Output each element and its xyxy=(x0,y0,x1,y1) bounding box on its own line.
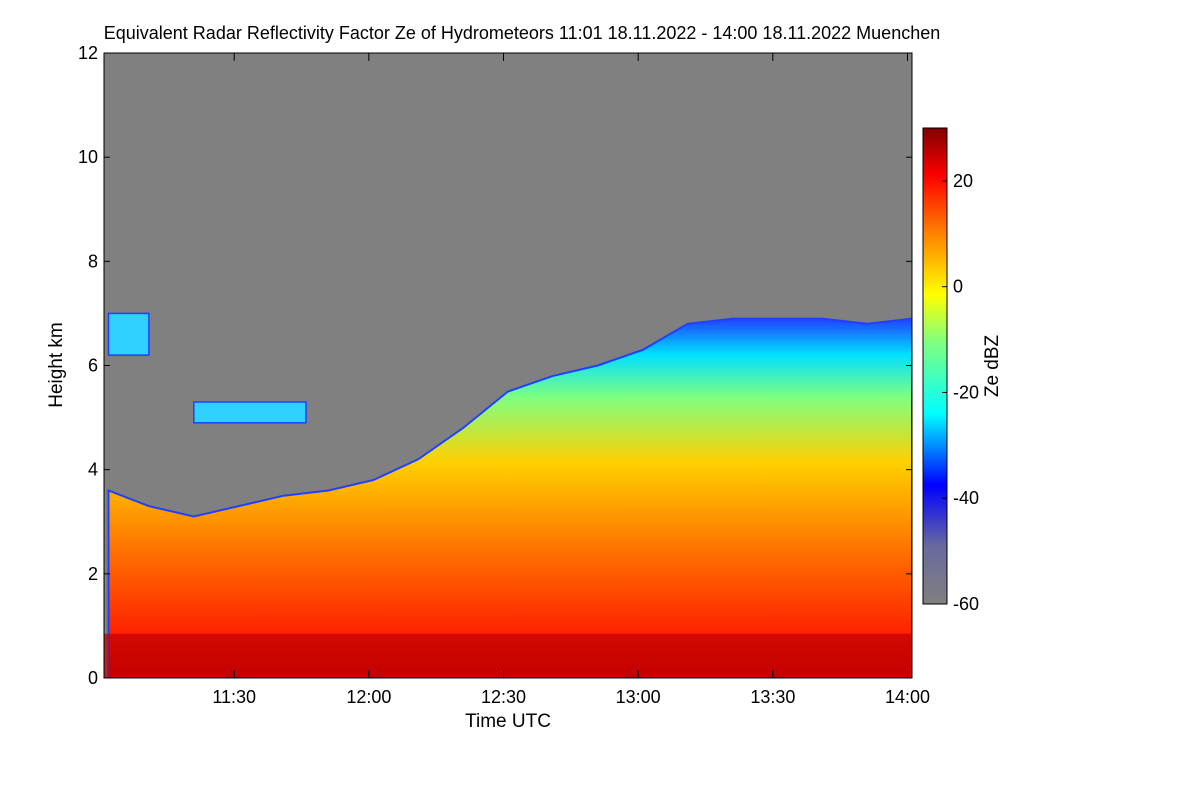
colorbar-label: Ze dBZ xyxy=(982,334,1003,397)
colorbar-tick-label: -40 xyxy=(953,488,979,508)
x-axis: 11:30 12:00 12:30 13:00 13:30 14:00 xyxy=(212,53,930,707)
y-tick-label: 0 xyxy=(88,668,98,688)
y-tick-label: 4 xyxy=(88,460,98,480)
colorbar-tick-label: 0 xyxy=(953,277,963,297)
x-tick-label: 13:00 xyxy=(616,687,661,707)
echo-region xyxy=(107,317,912,678)
x-tick-label: 12:00 xyxy=(346,687,391,707)
chart-title: Equivalent Radar Reflectivity Factor Ze … xyxy=(104,23,941,43)
x-tick-label: 12:30 xyxy=(481,687,526,707)
y-tick-label: 2 xyxy=(88,564,98,584)
y-axis-label: Height km xyxy=(46,322,67,408)
colorbar-tick-label: 20 xyxy=(953,171,973,191)
y-tick-label: 10 xyxy=(78,147,98,167)
upper-layer-0 xyxy=(107,312,150,356)
y-tick-label: 6 xyxy=(88,356,98,376)
echo-layer xyxy=(104,312,912,678)
y-axis: 0 2 4 6 8 10 12 xyxy=(78,43,912,688)
colorbar-tick-label: -20 xyxy=(953,382,979,402)
colorbar-tick-label: -60 xyxy=(953,594,979,614)
colorbar: 20 0 -20 -40 -60 Ze dBZ xyxy=(922,127,1003,614)
colorbar-ticks: 20 0 -20 -40 -60 xyxy=(942,171,979,614)
x-tick-label: 11:30 xyxy=(212,687,256,707)
upper-layer-1 xyxy=(193,401,307,424)
x-axis-label: Time UTC xyxy=(465,711,551,732)
y-tick-label: 8 xyxy=(88,251,98,271)
bright-band xyxy=(104,633,912,678)
colorbar-scale xyxy=(922,127,948,605)
y-tick-label: 12 xyxy=(78,43,98,63)
x-tick-label: 14:00 xyxy=(885,687,930,707)
x-tick-label: 13:30 xyxy=(750,687,795,707)
plot-area xyxy=(103,52,913,679)
